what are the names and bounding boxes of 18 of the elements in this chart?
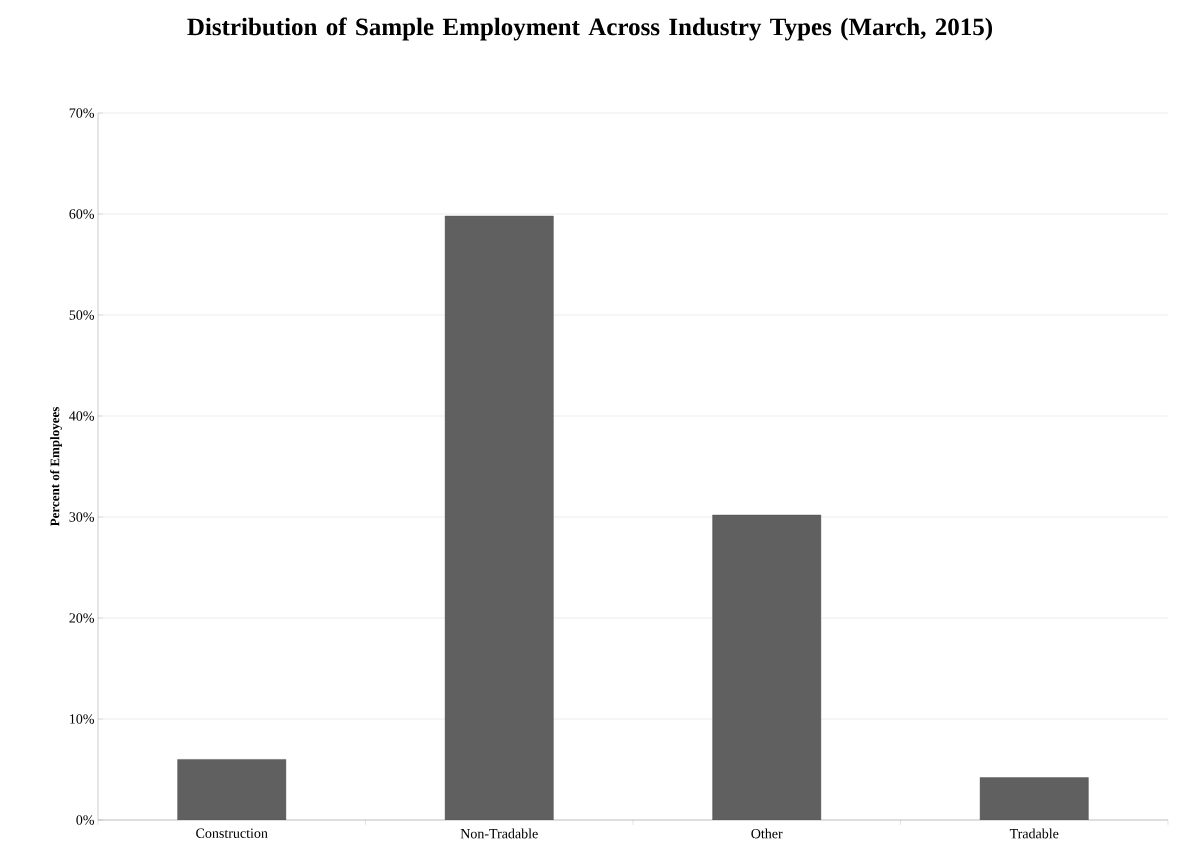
bar (979, 777, 1089, 821)
y-axis-title: Percent of Employees (50, 407, 62, 527)
y-tick-label: 70% (69, 108, 95, 118)
y-tick-label: 10% (70, 714, 95, 724)
y-tick-label: 20% (69, 613, 95, 623)
x-tick-label: Non-Tradable (460, 828, 538, 839)
bar (444, 215, 554, 821)
x-tick-label: Tradable (1009, 828, 1059, 839)
y-tick-label: 0% (76, 815, 95, 825)
bar (177, 759, 287, 821)
x-tick-label: Other (751, 828, 783, 839)
y-tick-label: 40% (69, 411, 95, 421)
y-tick-label: 50% (69, 310, 95, 320)
y-tick-label: 30% (69, 512, 95, 522)
y-tick-label: 60% (69, 209, 95, 219)
chart-title: Distribution of Sample Employment Across Industry Types (March, 2015) (187, 17, 993, 41)
bar (712, 514, 822, 821)
x-tick-label: Construction (196, 828, 268, 838)
